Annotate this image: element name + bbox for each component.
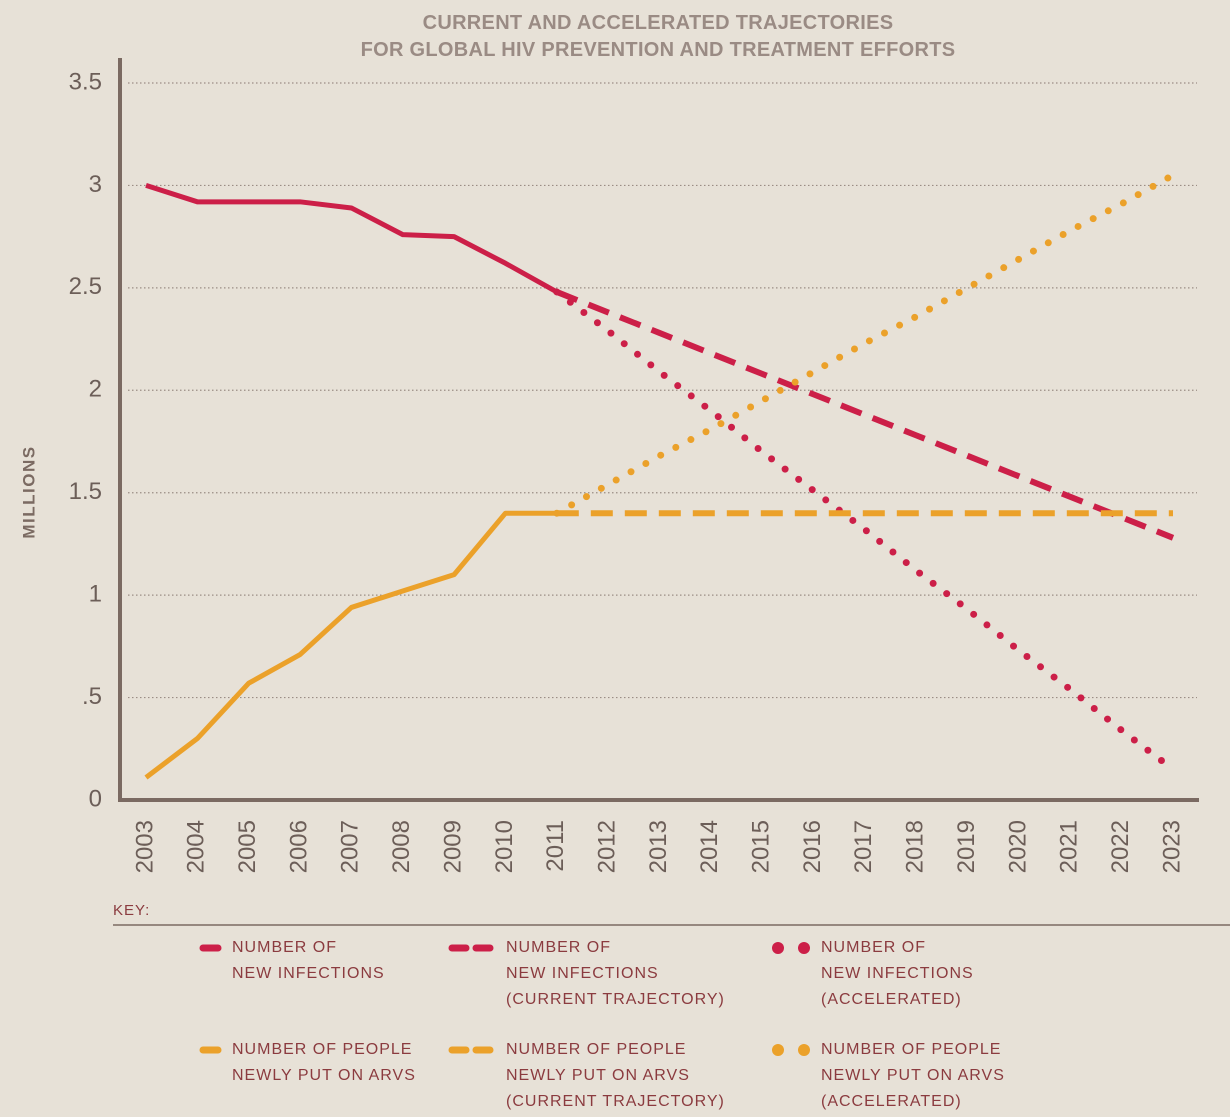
x-tick-label: 2012	[593, 820, 620, 873]
x-tick-label: 2019	[953, 820, 980, 873]
x-tick-label: 2018	[902, 820, 929, 873]
legend-label: NUMBER OF NEW INFECTIONS (CURRENT TRAJEC…	[506, 939, 725, 1008]
legend-item	[772, 942, 810, 954]
x-tick-label: 2008	[388, 820, 415, 873]
x-tick-label: 2007	[337, 820, 364, 873]
x-tick-label: 2004	[183, 820, 210, 873]
y-tick-label: 1	[89, 580, 102, 607]
legend-label: NUMBER OF PEOPLE NEWLY PUT ON ARVS (CURR…	[506, 1041, 725, 1110]
legend-label: NUMBER OF PEOPLE NEWLY PUT ON ARVS (ACCE…	[821, 1041, 1005, 1110]
x-tick-label: 2005	[234, 820, 261, 873]
chart-title: CURRENT AND ACCELERATED TRAJECTORIES FOR…	[360, 12, 956, 61]
series-line	[145, 183, 559, 295]
legend-label: NUMBER OF PEOPLE NEWLY PUT ON ARVS	[232, 1041, 416, 1084]
legend-label: NUMBER OF NEW INFECTIONS (ACCELERATED)	[821, 939, 974, 1008]
x-tick-label: 2011	[542, 820, 569, 872]
legend-title: KEY:	[113, 902, 151, 919]
x-tick-label: 2021	[1056, 820, 1083, 873]
y-axis-label: MILLIONS	[19, 445, 38, 538]
y-tick-label: 0	[89, 785, 102, 812]
y-tick-label: 1.5	[69, 478, 102, 505]
x-tick-label: 2022	[1107, 820, 1134, 873]
series-line	[555, 289, 1175, 541]
legend-swatch	[798, 942, 810, 954]
y-tick-label: 2	[89, 376, 102, 403]
x-tick-label: 2013	[645, 820, 672, 873]
y-tick-label: 2.5	[69, 273, 102, 300]
x-tick-label: 2020	[1004, 820, 1031, 873]
legend-swatch	[798, 1044, 810, 1056]
series-line	[553, 171, 1177, 517]
legend-item	[772, 1044, 810, 1056]
x-tick-label: 2023	[1158, 820, 1185, 873]
series-line	[144, 510, 557, 780]
x-tick-label: 2006	[285, 820, 312, 873]
legend-label: NUMBER OF NEW INFECTIONS	[232, 939, 385, 982]
y-tick-label: 3	[89, 171, 102, 198]
x-tick-label: 2010	[491, 820, 518, 873]
y-tick-label: 3.5	[69, 68, 102, 95]
x-tick-label: 2015	[748, 820, 775, 873]
y-tick-label: .5	[82, 683, 102, 710]
legend-swatch	[772, 942, 784, 954]
legend-swatch	[772, 1044, 784, 1056]
series-line	[553, 288, 1177, 773]
x-tick-label: 2017	[850, 820, 877, 873]
x-tick-label: 2014	[696, 820, 723, 873]
x-tick-label: 2016	[799, 820, 826, 873]
x-tick-label: 2009	[439, 820, 466, 873]
x-tick-label: 2003	[131, 820, 158, 873]
